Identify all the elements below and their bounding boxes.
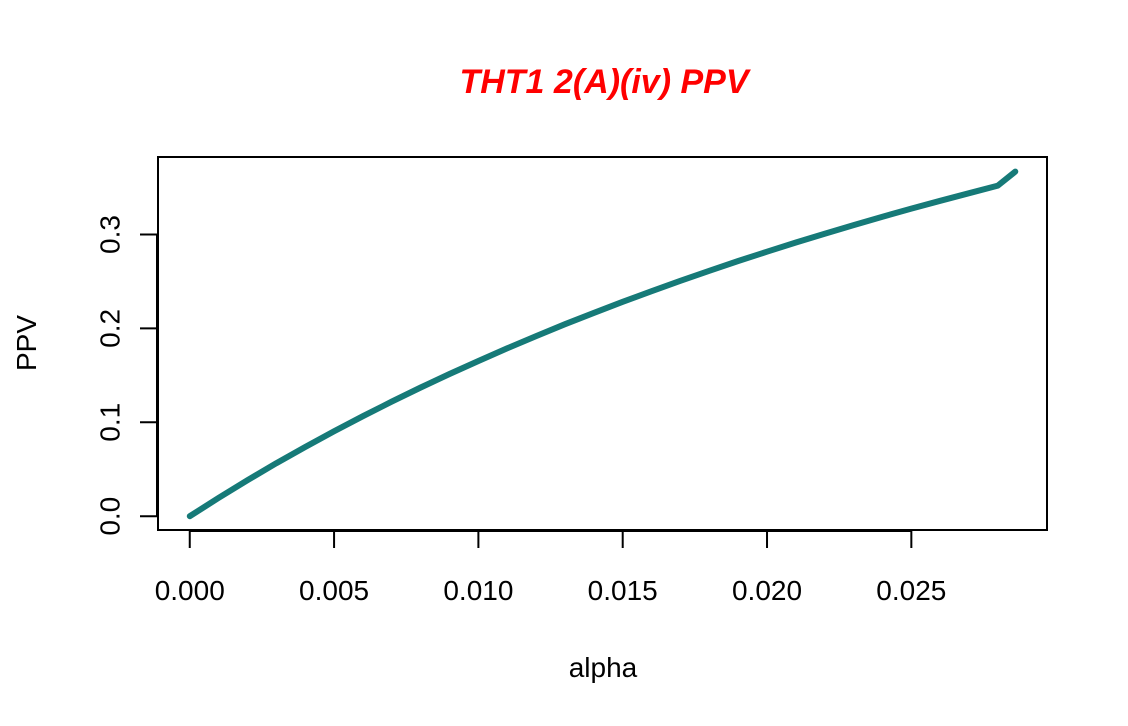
series-line-0 (186, 168, 1019, 520)
x-axis: 0.000 0.005 0.010 0.015 0.020 0.025 (155, 530, 946, 606)
y-tick-label: 0.2 (95, 309, 126, 348)
x-axis-label: alpha (569, 652, 638, 683)
x-tick-label: 0.025 (876, 575, 946, 606)
x-tick-label: 0.015 (588, 575, 658, 606)
series-layer (186, 168, 1019, 520)
chart-title: THT1 2(A)(iv) PPV (459, 63, 751, 101)
y-tick-label: 0.1 (95, 403, 126, 442)
y-axis: 0.0 0.1 0.2 0.3 (95, 215, 158, 536)
x-tick-label: 0.020 (732, 575, 802, 606)
x-tick-label: 0.005 (299, 575, 369, 606)
x-tick-label: 0.000 (155, 575, 225, 606)
x-tick-label: 0.010 (443, 575, 513, 606)
plot-frame (157, 156, 1048, 531)
y-tick-label: 0.3 (95, 215, 126, 254)
y-tick-label: 0.0 (95, 497, 126, 536)
y-axis-label: PPV (11, 315, 42, 371)
